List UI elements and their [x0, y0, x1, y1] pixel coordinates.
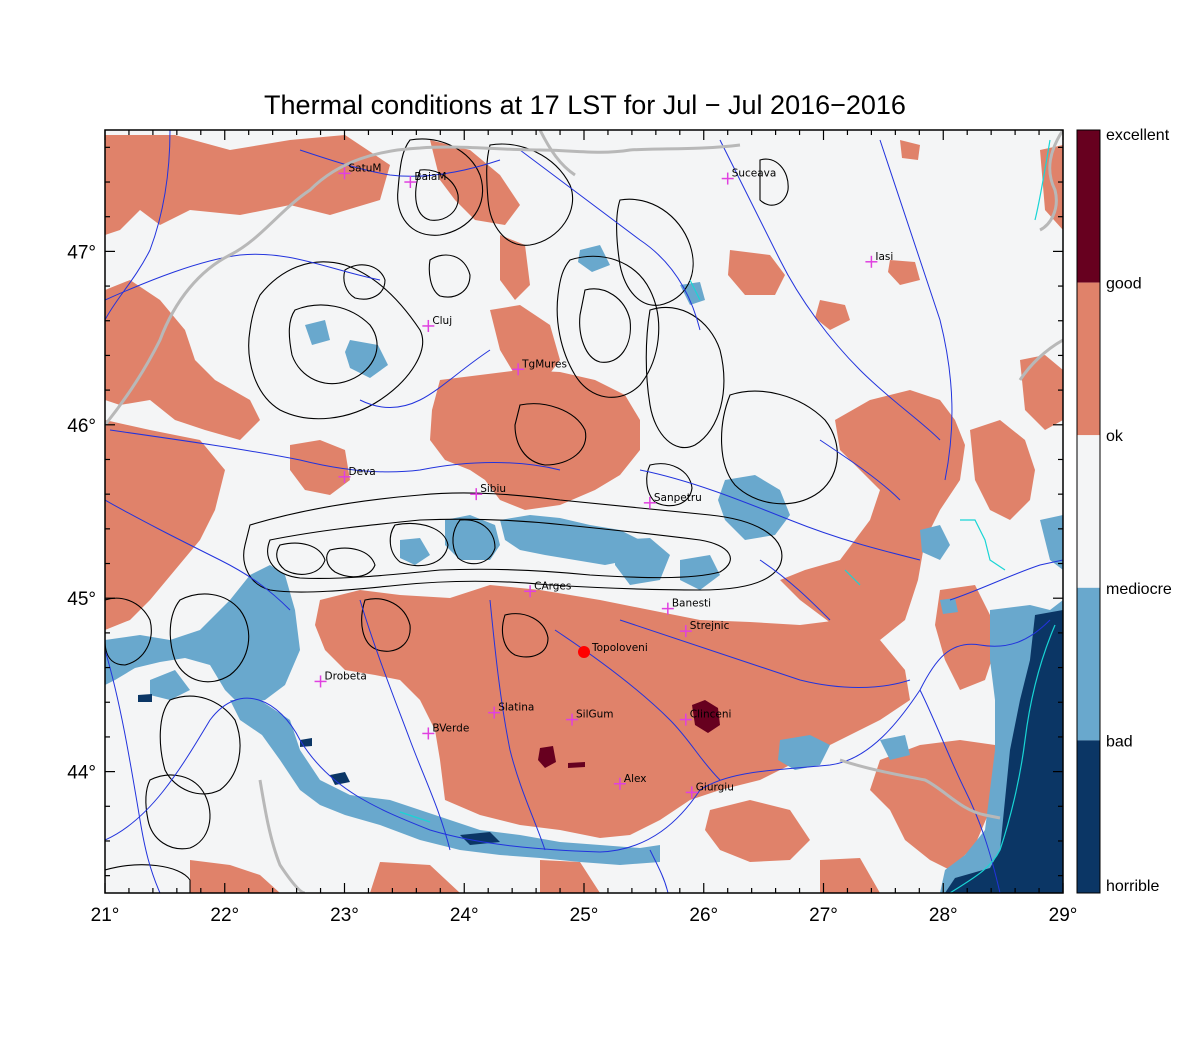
colorbar: excellent good ok mediocre bad horrible — [1076, 127, 1172, 895]
map-field: SatuM BaiaM Suceava Iasi Cluj TgMures Deva Sibi… — [105, 130, 1063, 893]
city-strejnic: Strejnic — [679, 620, 730, 638]
city-label: Sibiu — [480, 483, 506, 495]
colorbar-segment — [1077, 130, 1100, 283]
colorbar-segment — [1077, 740, 1100, 893]
y-tick-label: 44° — [67, 763, 96, 784]
x-tick-label: 25° — [570, 905, 599, 926]
good-regions — [105, 135, 1063, 893]
city-deva: Deva — [338, 466, 376, 483]
city-label: Topoloveni — [591, 642, 648, 654]
coastline — [399, 139, 1056, 893]
city-carges: CArges — [524, 580, 571, 598]
highlight-station-dot — [578, 645, 590, 658]
city-label: Clinceni — [690, 709, 732, 721]
city-label: Alex — [624, 773, 647, 785]
colorbar-frame — [1076, 129, 1101, 894]
city-drobeta: Drobeta — [314, 670, 367, 688]
city-tgmures: TgMures — [512, 358, 567, 376]
excellent-regions — [538, 700, 720, 768]
legend-label: good — [1106, 276, 1142, 293]
city-label: Giurgiu — [696, 781, 734, 793]
colorbar-segment — [1077, 587, 1100, 741]
rivers — [105, 130, 1063, 893]
city-label: Iasi — [875, 251, 893, 263]
city-label: CArges — [534, 580, 571, 592]
city-label: Suceava — [732, 168, 777, 180]
city-label: Slatina — [498, 702, 534, 714]
city-label: Drobeta — [325, 670, 367, 682]
city-iasi: Iasi — [865, 251, 893, 268]
city-label: Cluj — [432, 315, 452, 327]
colorbar-segment — [1077, 435, 1100, 588]
city-silgum: SilGum — [566, 709, 614, 726]
city-suceava: Suceava — [721, 168, 777, 185]
city-label: TgMures — [521, 358, 567, 370]
city-cluj: Cluj — [422, 315, 452, 332]
x-tick-label: 27° — [809, 905, 838, 926]
city-topoloveni: Topoloveni — [578, 642, 648, 658]
city-baiam: BaiaM — [404, 171, 446, 189]
city-sibiu: Sibiu — [470, 483, 506, 501]
city-banesti: Banesti — [661, 598, 711, 615]
x-tick-label: 24° — [450, 905, 479, 926]
city-slatina: Slatina — [488, 702, 534, 719]
horrible-regions — [138, 610, 1063, 893]
x-tick-label: 22° — [210, 905, 239, 926]
legend-label: horrible — [1106, 878, 1159, 895]
map-title: Thermal conditions at 17 LST for Jul − J… — [264, 90, 906, 120]
legend-label: ok — [1106, 428, 1124, 445]
city-label: SatuM — [349, 162, 382, 174]
x-tick-label: 28° — [929, 905, 958, 926]
city-label: Deva — [349, 466, 376, 478]
x-tick-label: 21° — [91, 905, 120, 926]
y-tick-label: 47° — [67, 242, 96, 263]
city-satum: SatuM — [338, 162, 382, 180]
city-sanpetru: Sanpetru — [643, 492, 702, 509]
city-label: BVerde — [432, 722, 469, 734]
axis-ticks — [104, 130, 1064, 893]
legend-label: bad — [1106, 733, 1133, 750]
x-tick-label: 23° — [330, 905, 359, 926]
city-giurgiu: Giurgiu — [685, 781, 734, 799]
country-borders — [105, 130, 1063, 893]
legend-label: excellent — [1106, 127, 1170, 144]
axis-labels: 21° 22° 23° 24° 25° 26° 27° 28° 29° 44° 45° 46° 47° — [67, 242, 1077, 926]
terrain-contours — [105, 138, 838, 893]
city-label: Sanpetru — [654, 492, 702, 504]
legend-label: mediocre — [1106, 581, 1172, 598]
city-clinceni: Clinceni — [679, 709, 732, 726]
city-label: BaiaM — [414, 171, 446, 183]
city-bverde: BVerde — [422, 722, 469, 740]
city-label: Strejnic — [690, 620, 730, 632]
y-tick-label: 45° — [67, 589, 96, 610]
x-tick-label: 29° — [1049, 905, 1078, 926]
city-label: Banesti — [672, 598, 711, 610]
city-alex: Alex — [613, 773, 647, 790]
x-tick-label: 26° — [689, 905, 718, 926]
y-tick-label: 46° — [67, 416, 96, 437]
city-label: SilGum — [576, 709, 614, 721]
colorbar-segment — [1077, 282, 1100, 436]
city-markers: SatuM BaiaM Suceava Iasi Cluj TgMures Deva Sibi… — [314, 162, 893, 799]
